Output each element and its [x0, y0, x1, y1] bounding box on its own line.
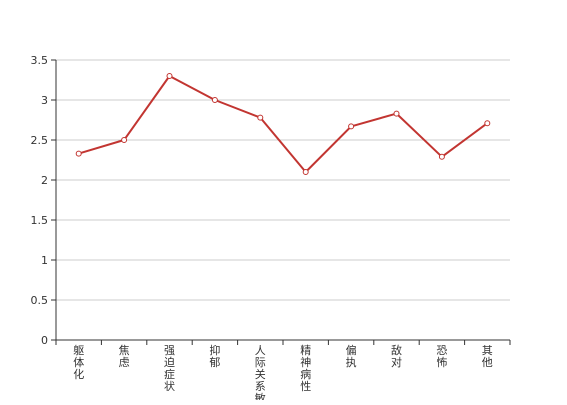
y-tick-label: 1.5	[31, 214, 49, 227]
series-layer	[75, 73, 491, 175]
axes	[55, 60, 510, 341]
x-tick-label: 抑郁	[209, 343, 220, 369]
data-point[interactable]	[257, 114, 264, 121]
x-tick-label: 偏执	[346, 343, 357, 369]
y-tick-label: 2	[41, 174, 48, 187]
x-tick-label: 焦虑	[119, 344, 130, 369]
x-axis-ticks: 躯体化 焦虑 强迫症状 抑郁 人际关系敏感 精神病性 偏执 敌对 恐怖 其他	[55, 340, 511, 405]
x-tick-label: 躯体化	[73, 344, 84, 381]
x-tick-label: 强迫症状	[164, 344, 175, 393]
x-tick-label: 其他	[482, 344, 493, 369]
x-tick-label: 精神病性	[300, 344, 311, 393]
data-point[interactable]	[484, 120, 491, 127]
data-point[interactable]	[75, 150, 82, 157]
grid-lines	[56, 59, 510, 301]
y-tick-label: 0	[41, 334, 48, 347]
data-point[interactable]	[302, 169, 309, 175]
y-axis-ticks: 0 0.5 1 1.5 2 2.5 3 3.5	[31, 54, 56, 347]
y-tick-label: 2.5	[31, 134, 49, 147]
data-point[interactable]	[166, 73, 173, 79]
y-tick-label: 3	[41, 94, 48, 107]
x-tick-label: 敌对	[391, 343, 402, 369]
x-tick-label: 人际关系敏感	[255, 344, 266, 400]
y-tick-label: 1	[41, 254, 48, 267]
y-tick-label: 3.5	[31, 54, 49, 67]
data-point[interactable]	[438, 153, 445, 160]
series-line	[78, 75, 488, 173]
data-point[interactable]	[348, 123, 355, 130]
y-tick-label: 0.5	[31, 294, 49, 307]
data-point[interactable]	[393, 110, 400, 117]
x-tick-label: 恐怖	[436, 344, 447, 369]
data-point[interactable]	[121, 137, 128, 143]
data-point[interactable]	[211, 97, 218, 103]
